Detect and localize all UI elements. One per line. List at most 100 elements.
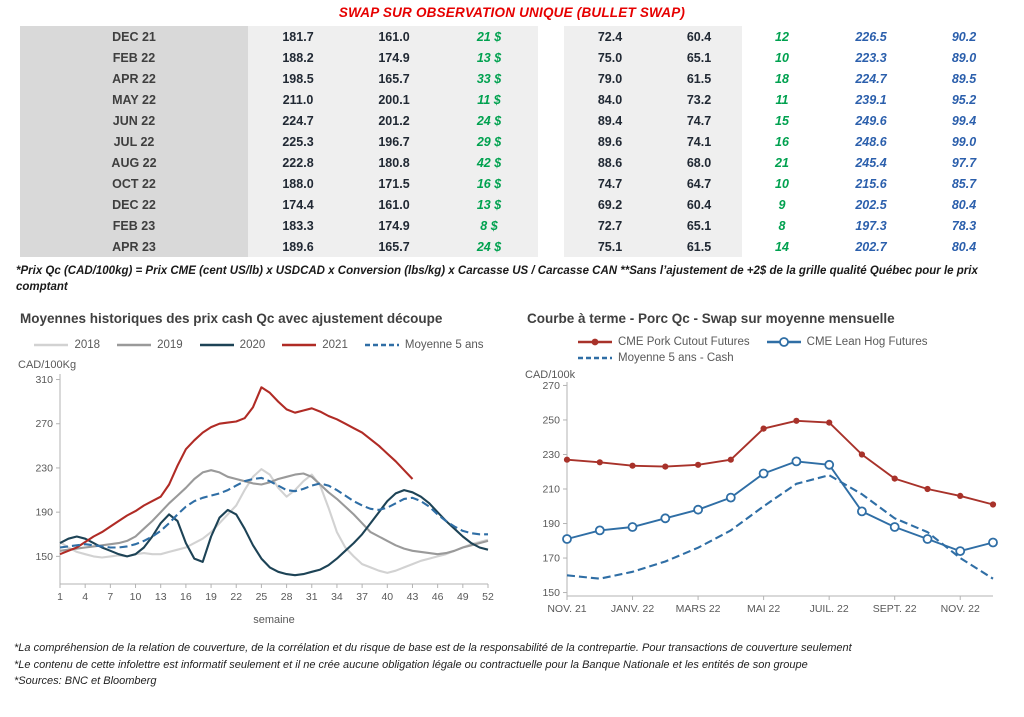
value-cell: 95.2: [951, 92, 977, 107]
series-line-2019: [59, 469, 489, 556]
value-cell: 72.4: [564, 26, 656, 47]
column-gap: [538, 68, 564, 89]
table-row: JUL 22 225.3 196.7 29 $ 89.6 74.1 16 248.6 99.0: [20, 131, 1008, 152]
series-line-cme-pork-cutout-futures: [566, 419, 994, 506]
table-row: FEB 23 183.3 174.9 8 $ 72.7 65.1 8 197.3 78.3: [20, 215, 1008, 236]
column-gap: [538, 89, 564, 110]
legend-item-moyenne-5-ans-cash: Moyenne 5 ans - Cash: [577, 352, 734, 364]
y-tick-label: 230: [542, 449, 560, 461]
y-tick-label: 270: [542, 380, 560, 392]
x-tick-label: 43: [407, 591, 419, 603]
series-line-2021: [59, 386, 414, 556]
value-cell: 97.7: [951, 155, 977, 170]
column-gap: [538, 110, 564, 131]
value-cell: 90.2: [951, 29, 977, 44]
table-row: APR 23 189.6 165.7 24 $ 75.1 61.5 14 202.7 80.4: [20, 236, 1008, 257]
data-point-cme-lean-hog-futures: [955, 546, 966, 557]
data-point-cme-pork-cutout-futures: [563, 456, 571, 463]
value-cell: 88.6: [564, 152, 656, 173]
value-cell: 10: [775, 176, 789, 191]
value-cell: 13 $: [440, 194, 538, 215]
value-cell: 248.6: [855, 134, 887, 149]
value-cell: 161.0: [348, 26, 440, 47]
value-cell: 8: [778, 218, 786, 233]
month-cell: FEB 22: [20, 47, 248, 68]
value-cell: 89.4: [564, 110, 656, 131]
month-cell: DEC 21: [20, 26, 248, 47]
value-cell: 211.0: [248, 89, 348, 110]
charts-section: Moyennes historiques des prix cash Qc av…: [0, 311, 1024, 628]
x-tick-label: 22: [230, 591, 242, 603]
legend-swatch-icon: [578, 338, 612, 346]
series-line-moyenne-5-ans: [59, 476, 488, 549]
data-point-cme-pork-cutout-futures: [891, 475, 898, 482]
value-cell: 181.7: [248, 26, 348, 47]
value-cell: 73.2: [656, 89, 742, 110]
data-point-cme-lean-hog-futures: [791, 456, 802, 467]
value-cell: 75.0: [564, 47, 656, 68]
value-cell: 89.5: [951, 71, 977, 86]
data-point-cme-pork-cutout-futures: [596, 459, 603, 466]
value-cell: 174.9: [348, 215, 440, 236]
column-gap: [538, 26, 564, 47]
value-cell: 60.4: [656, 26, 742, 47]
data-point-cme-lean-hog-futures: [824, 459, 835, 470]
table-row: DEC 21 181.7 161.0 21 $ 72.4 60.4 12 226.5 90.2: [20, 26, 1008, 47]
y-tick-label: 270: [35, 418, 53, 430]
value-cell: 29 $: [440, 131, 538, 152]
value-cell: 80.4: [951, 197, 977, 212]
value-cell: 165.7: [348, 236, 440, 257]
series-line-2020: [59, 489, 489, 577]
x-tick-label: JUIL. 22: [810, 603, 849, 615]
value-cell: 183.3: [248, 215, 348, 236]
table-row: MAY 22 211.0 200.1 11 $ 84.0 73.2 11 239.1 95.2: [20, 89, 1008, 110]
legend-label: 2019: [157, 339, 183, 352]
value-cell: 196.7: [348, 131, 440, 152]
value-cell: 180.8: [348, 152, 440, 173]
value-cell: 79.0: [564, 68, 656, 89]
value-cell: 89.0: [951, 50, 977, 65]
x-tick-label: NOV. 22: [941, 603, 980, 615]
forward-curve-chart-legend: CME Pork Cutout Futures CME Lean Hog Futu…: [521, 336, 1010, 364]
y-tick-label: 310: [35, 374, 53, 386]
data-point-cme-lean-hog-futures: [660, 513, 671, 524]
month-cell: MAY 22: [20, 89, 248, 110]
value-cell: 225.3: [248, 131, 348, 152]
value-cell: 245.4: [855, 155, 887, 170]
value-cell: 80.4: [951, 239, 977, 254]
value-cell: 223.3: [855, 50, 887, 65]
x-tick-label: 1: [57, 591, 63, 603]
column-gap: [538, 173, 564, 194]
value-cell: 188.2: [248, 47, 348, 68]
legend-label: Moyenne 5 ans: [404, 339, 484, 352]
value-cell: 13 $: [440, 47, 538, 68]
x-tick-label: 25: [256, 591, 268, 603]
y-tick-label: 170: [542, 553, 560, 565]
data-point-cme-pork-cutout-futures: [727, 456, 734, 463]
value-cell: 202.5: [855, 197, 887, 212]
legend-swatch-icon: [34, 343, 69, 347]
legend-item-cme-lean-hog-futures: CME Lean Hog Futures: [766, 336, 927, 348]
month-cell: OCT 22: [20, 173, 248, 194]
value-cell: 174.4: [248, 194, 348, 215]
swap-table: DEC 21 181.7 161.0 21 $72.4 60.4 12 226.5 90.2 F…: [20, 26, 1008, 257]
value-cell: 222.8: [248, 152, 348, 173]
data-point-cme-lean-hog-futures: [856, 506, 867, 517]
data-point-cme-lean-hog-futures: [594, 525, 605, 536]
value-cell: 239.1: [855, 92, 887, 107]
x-tick-label: 13: [155, 591, 167, 603]
value-cell: 85.7: [951, 176, 977, 191]
legend-item-2020: 2020: [199, 339, 265, 351]
x-tick-label: 46: [432, 591, 444, 603]
value-cell: 171.5: [348, 173, 440, 194]
legend-item-2019: 2019: [116, 339, 183, 351]
forward-curve-chart-title: Courbe à terme - Porc Qc - Swap sur moye…: [527, 311, 895, 327]
forward-curve-chart: 150 170 190 210 230 250 270 NOV. 21 JANV. 22 MARS…: [525, 369, 998, 615]
value-cell: 174.9: [348, 47, 440, 68]
value-cell: 65.1: [656, 47, 742, 68]
series-line-2018: [59, 468, 489, 574]
y-tick-label: 190: [35, 507, 53, 519]
data-point-cme-lean-hog-futures: [922, 534, 933, 544]
x-tick-label: 16: [180, 591, 192, 603]
x-tick-label: 40: [381, 591, 393, 603]
